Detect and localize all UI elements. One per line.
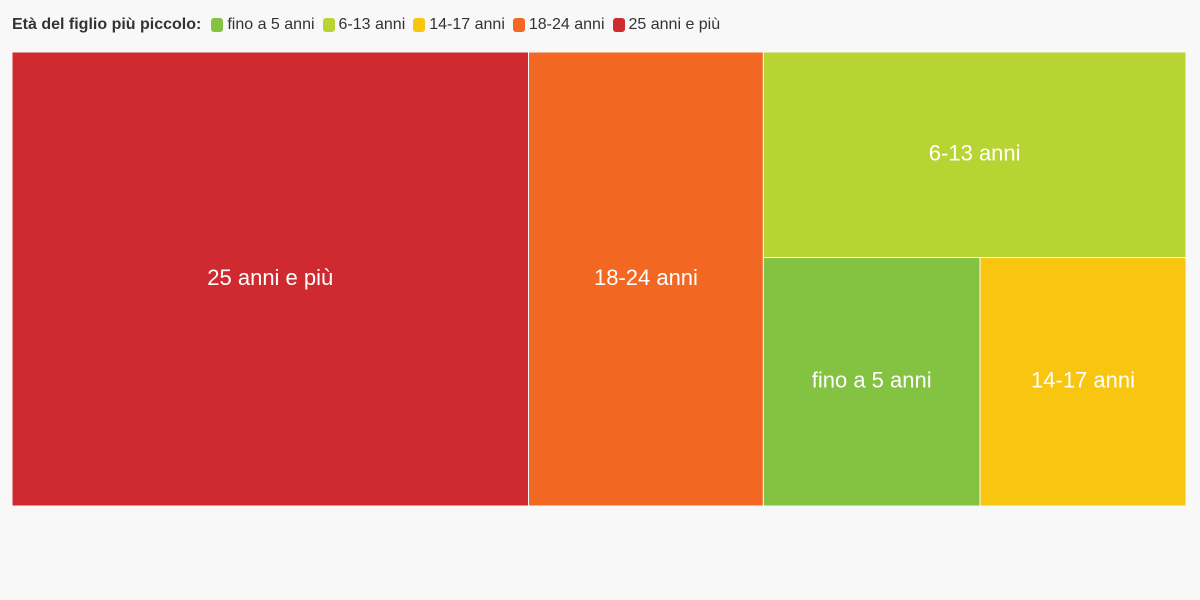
legend-label: fino a 5 anni <box>227 16 315 33</box>
treemap-cell <box>762 51 1187 259</box>
legend-label: 6-13 anni <box>338 16 406 33</box>
legend: Età del figlio più piccolo: fino a 5 ann… <box>12 14 728 36</box>
legend-item: fino a 5 anni <box>211 16 315 34</box>
treemap-cell <box>979 257 1187 507</box>
treemap-cell <box>528 51 764 507</box>
legend-swatch <box>413 18 426 32</box>
legend-swatch <box>512 18 525 32</box>
legend-swatch <box>211 18 224 32</box>
cell-label: 6-13 anni <box>929 141 1021 166</box>
legend-item: 14-17 anni <box>413 16 505 34</box>
legend-swatch <box>612 18 625 32</box>
cell-label: 18-24 anni <box>594 265 698 290</box>
legend-label: 18-24 anni <box>528 16 605 33</box>
treemap-cell <box>762 257 981 507</box>
cell-label: fino a 5 anni <box>812 368 932 393</box>
legend-item: 6-13 anni <box>322 16 406 34</box>
cell-label: 25 anni e più <box>207 265 333 290</box>
legend-item: 25 anni e più <box>612 16 721 34</box>
legend-item: 18-24 anni <box>512 16 605 34</box>
legend-label: 14-17 anni <box>429 16 505 33</box>
treemap-cell <box>11 51 530 507</box>
legend-swatch <box>322 18 335 32</box>
legend-label: 25 anni e più <box>628 16 721 33</box>
cell-label: 14-17 anni <box>1031 368 1135 393</box>
legend-title: Età del figlio più piccolo: <box>12 16 202 33</box>
